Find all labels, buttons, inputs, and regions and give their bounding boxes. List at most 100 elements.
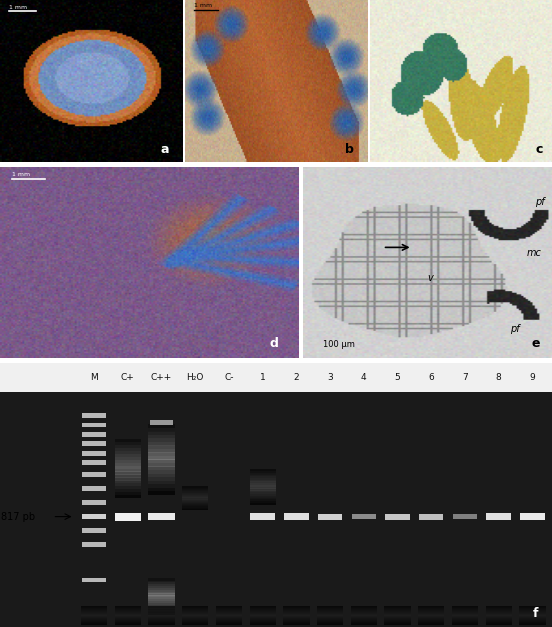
Text: 4: 4 [361,373,367,382]
Bar [418,606,444,608]
Bar [148,584,174,586]
Bar [384,620,411,621]
Bar [351,622,377,623]
Bar [283,614,310,615]
Bar [115,610,141,611]
Bar [148,593,174,596]
Bar [115,613,141,614]
Bar [182,613,209,614]
Bar [452,612,478,613]
Text: 1 mm: 1 mm [194,3,212,8]
Bar [216,623,242,624]
Bar [250,606,276,608]
Bar [519,614,545,615]
Bar [519,614,545,616]
Bar [81,618,107,619]
Bar [486,612,512,613]
Bar [182,616,209,618]
Bar [351,618,377,619]
Bar [351,608,377,609]
Bar [148,491,174,495]
Bar [283,610,310,611]
Bar [148,463,174,466]
Bar [148,609,174,610]
Bar [148,586,174,588]
Bar [486,621,512,623]
Bar [148,456,174,460]
Bar [216,609,242,610]
Bar [486,623,512,624]
Bar [182,611,209,612]
Bar [351,620,377,621]
Bar [148,435,174,438]
Bar [418,611,444,612]
Bar [115,616,141,618]
Bar [452,618,478,619]
Bar [351,624,377,625]
Bar [519,612,545,613]
Bar [216,620,242,621]
Bar [418,607,444,608]
Bar [283,623,310,624]
Bar [115,614,141,616]
Bar [182,618,209,619]
Bar [250,490,276,492]
Bar [351,611,377,612]
Bar [486,514,512,520]
Bar [148,582,174,584]
Bar [250,475,276,477]
Bar [317,612,343,613]
Bar [250,494,276,496]
Bar [216,621,242,623]
Bar [452,614,478,615]
Bar [250,476,276,478]
Bar [216,611,242,612]
Bar [182,493,209,495]
Bar [182,508,209,510]
Bar [283,622,310,623]
Bar [250,618,276,619]
Bar [148,595,174,598]
Bar [283,619,310,621]
Bar [182,492,209,493]
Bar [452,609,478,610]
Bar [351,610,377,611]
Bar [283,613,310,614]
Bar [519,610,545,611]
Bar [384,610,411,611]
Bar [115,489,141,492]
Text: 7: 7 [462,373,468,382]
Bar [148,612,174,614]
Bar [250,492,276,494]
Bar [115,477,141,480]
Bar [216,622,242,623]
Bar [250,614,276,616]
Bar [283,618,310,619]
Bar [115,486,141,489]
Bar [148,604,174,607]
Bar [81,610,107,611]
Bar [486,616,512,617]
Bar [81,616,107,618]
Bar [384,611,411,612]
Bar [384,618,411,619]
Bar [115,616,141,617]
Bar [0,363,552,392]
Bar [418,616,444,617]
Bar [250,499,276,501]
Bar [81,622,107,623]
Bar [351,616,377,617]
Bar [115,442,141,445]
Bar [317,623,343,624]
Bar [148,608,174,611]
Text: 1 mm: 1 mm [9,5,27,10]
Bar [115,463,141,466]
Bar [519,606,545,608]
Bar [115,460,141,463]
Bar [418,623,444,624]
Bar [148,466,174,470]
Text: 6: 6 [428,373,434,382]
Bar [384,616,411,618]
Bar [148,438,174,442]
Bar [82,486,106,491]
